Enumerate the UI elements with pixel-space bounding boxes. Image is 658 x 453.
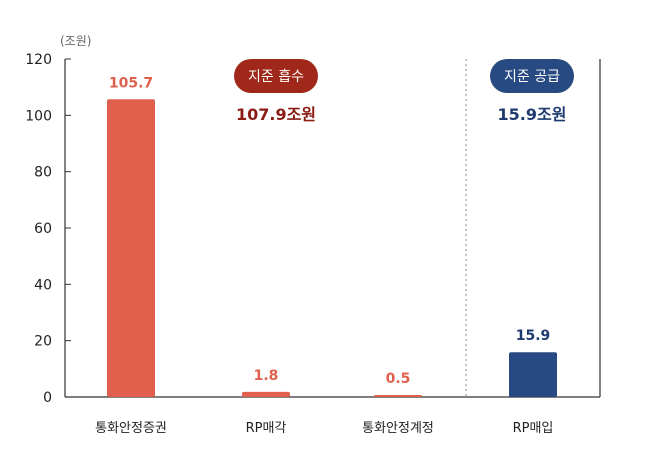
x-tick-label: 통화안정계정 (362, 421, 434, 436)
bar (374, 395, 422, 397)
y-unit-label: (조원) (60, 34, 91, 48)
group-badge-label: 지준 공급 (504, 69, 560, 85)
y-tick-label: 80 (34, 165, 52, 181)
y-tick-label: 20 (34, 334, 52, 350)
x-tick-label: RP매입 (513, 421, 554, 436)
y-tick-label: 60 (34, 221, 52, 237)
y-tick-label: 40 (34, 277, 52, 293)
y-tick-label: 120 (25, 52, 52, 68)
x-tick-label: RP매각 (246, 421, 287, 436)
group-badge (234, 59, 318, 93)
data-label: 0.5 (386, 371, 411, 387)
bar (509, 352, 557, 397)
y-tick-label: 100 (25, 108, 52, 124)
data-label: 1.8 (254, 368, 279, 384)
data-label: 15.9 (516, 328, 551, 344)
group-badge-label: 지준 흡수 (248, 69, 304, 85)
data-label: 105.7 (109, 75, 153, 91)
y-tick-label: 0 (43, 390, 52, 406)
x-tick-label: 통화안정증권 (95, 421, 167, 436)
group-badge (490, 59, 574, 93)
group-total: 15.9조원 (498, 105, 567, 124)
bar (107, 99, 155, 398)
group-total: 107.9조원 (236, 105, 316, 124)
bar (242, 391, 290, 397)
